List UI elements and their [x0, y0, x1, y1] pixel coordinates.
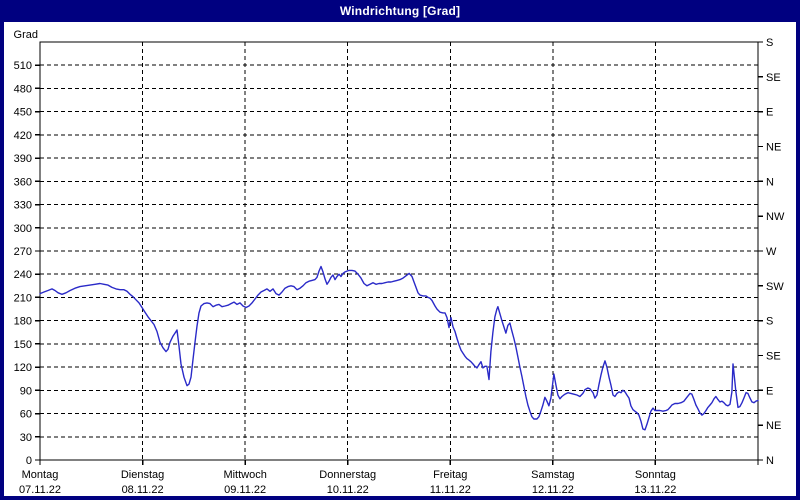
y-axis-tick-label: 0	[26, 455, 32, 467]
compass-tick-label: N	[766, 455, 774, 467]
y-axis-tick-label: 300	[14, 223, 32, 235]
compass-tick-label: S	[766, 37, 773, 49]
compass-tick-label: S	[766, 316, 773, 328]
compass-tick-label: E	[766, 107, 773, 119]
wind-direction-chart: 0 30 60 90 120 150 180 210 240 270 300 330 360 390 420…	[4, 22, 796, 496]
y-axis-tick-label: 60	[20, 409, 32, 421]
y-axis-tick-label: 90	[20, 385, 32, 397]
date-label: 08.11.22	[122, 484, 164, 496]
y-axis-tick-label: 120	[14, 362, 32, 374]
y-axis-tick-label: 210	[14, 292, 32, 304]
day-label: Dienstag	[121, 469, 164, 481]
date-label: 07.11.22	[19, 484, 61, 496]
date-label: 12.11.22	[532, 484, 574, 496]
y-axis-tick-label: 420	[14, 130, 32, 142]
compass-tick-label: N	[766, 176, 774, 188]
compass-tick-label: SE	[766, 72, 781, 84]
y-axis-tick-label: 180	[14, 316, 32, 328]
y-axis-tick-label: 150	[14, 339, 32, 351]
grad-axis-label: Grad	[14, 29, 38, 41]
compass-tick-label: NE	[766, 420, 781, 432]
y-axis-tick-label: 390	[14, 153, 32, 165]
day-label: Freitag	[433, 469, 467, 481]
day-label: Montag	[22, 469, 59, 481]
day-label: Samstag	[531, 469, 574, 481]
compass-tick-label: SW	[766, 281, 784, 293]
compass-tick-label: W	[766, 246, 777, 258]
y-axis-tick-label: 270	[14, 246, 32, 258]
day-label: Mittwoch	[223, 469, 266, 481]
compass-tick-label: NE	[766, 142, 781, 154]
y-axis-tick-label: 330	[14, 200, 32, 212]
y-axis-tick-label: 450	[14, 107, 32, 119]
y-axis-tick-label: 480	[14, 83, 32, 95]
wind-direction-line	[39, 265, 759, 431]
y-axis-tick-label: 30	[20, 432, 32, 444]
day-label: Sonntag	[635, 469, 676, 481]
compass-tick-label: NW	[766, 211, 785, 223]
date-label: 10.11.22	[327, 484, 369, 496]
y-axis-tick-label: 510	[14, 60, 32, 72]
date-label: 09.11.22	[224, 484, 266, 496]
date-label: 13.11.22	[634, 484, 676, 496]
day-label: Donnerstag	[319, 469, 376, 481]
y-axis-tick-label: 240	[14, 269, 32, 281]
compass-tick-label: SE	[766, 351, 781, 363]
date-label: 11.11.22	[430, 484, 471, 496]
y-axis-tick-label: 360	[14, 176, 32, 188]
compass-tick-label: E	[766, 385, 773, 397]
window-title-bar: Windrichtung [Grad]	[0, 0, 800, 22]
window-title: Windrichtung [Grad]	[339, 4, 461, 18]
